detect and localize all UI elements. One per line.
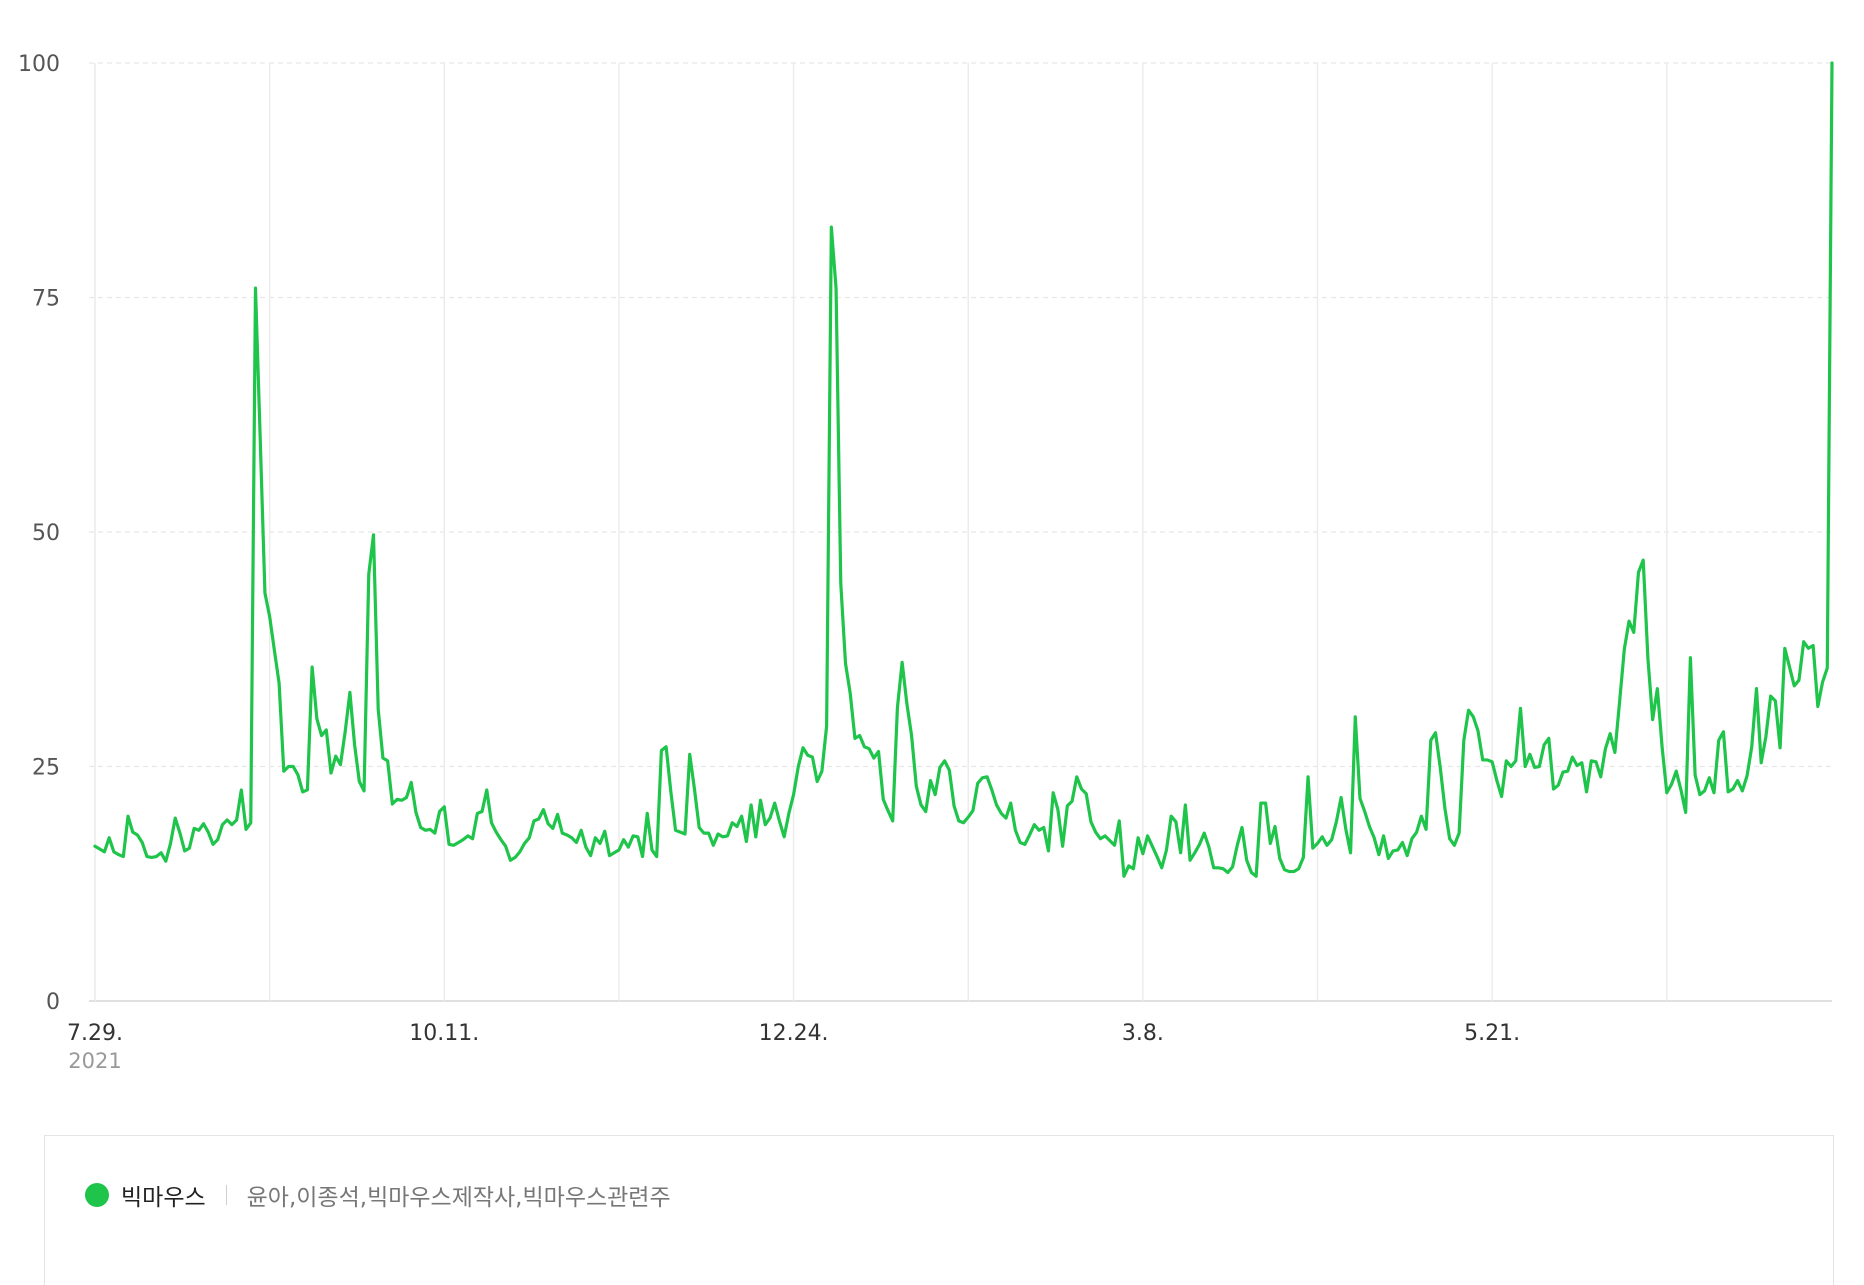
legend-series-dot-icon — [85, 1183, 109, 1207]
legend-panel: 빅마우스 윤아,이종석,빅마우스제작사,빅마우스관련주 — [44, 1135, 1834, 1285]
y-tick-label-50: 50 — [32, 521, 60, 546]
legend-divider — [225, 1185, 227, 1205]
x-tick-label-3: 3.8. — [1122, 1021, 1164, 1046]
series-line[interactable] — [93, 61, 1834, 878]
chart-area: 0 25 50 75 100 7.29. 2021 10.11. 12.24. 3.8. 5.21… — [18, 52, 1834, 1073]
y-axis-ticks: 0 25 50 75 100 — [18, 52, 60, 1015]
x-tick-label-2: 12.24. — [759, 1021, 829, 1046]
y-tick-label-25: 25 — [32, 756, 60, 781]
legend-row: 빅마우스 윤아,이종석,빅마우스제작사,빅마우스관련주 — [85, 1178, 671, 1212]
x-tick-label-1: 10.11. — [409, 1021, 479, 1046]
y-tick-label-75: 75 — [32, 287, 60, 312]
x-tick-label-0: 7.29. — [67, 1021, 123, 1046]
x-tick-year-label: 2021 — [68, 1049, 121, 1073]
x-axis-ticks: 7.29. 2021 10.11. 12.24. 3.8. 5.21. — [67, 1021, 1520, 1073]
legend-series-name[interactable]: 빅마우스 — [121, 1185, 206, 1211]
trend-line-chart: 0 25 50 75 100 7.29. 2021 10.11. 12.24. 3.8. 5.21… — [18, 52, 1834, 1073]
x-tick-label-4: 5.21. — [1464, 1021, 1520, 1046]
series-layer — [93, 61, 1834, 878]
y-tick-label-100: 100 — [18, 52, 60, 77]
grid-lines — [89, 62, 1832, 1002]
y-tick-label-0: 0 — [46, 990, 60, 1015]
legend-keywords: 윤아,이종석,빅마우스제작사,빅마우스관련주 — [246, 1185, 671, 1211]
